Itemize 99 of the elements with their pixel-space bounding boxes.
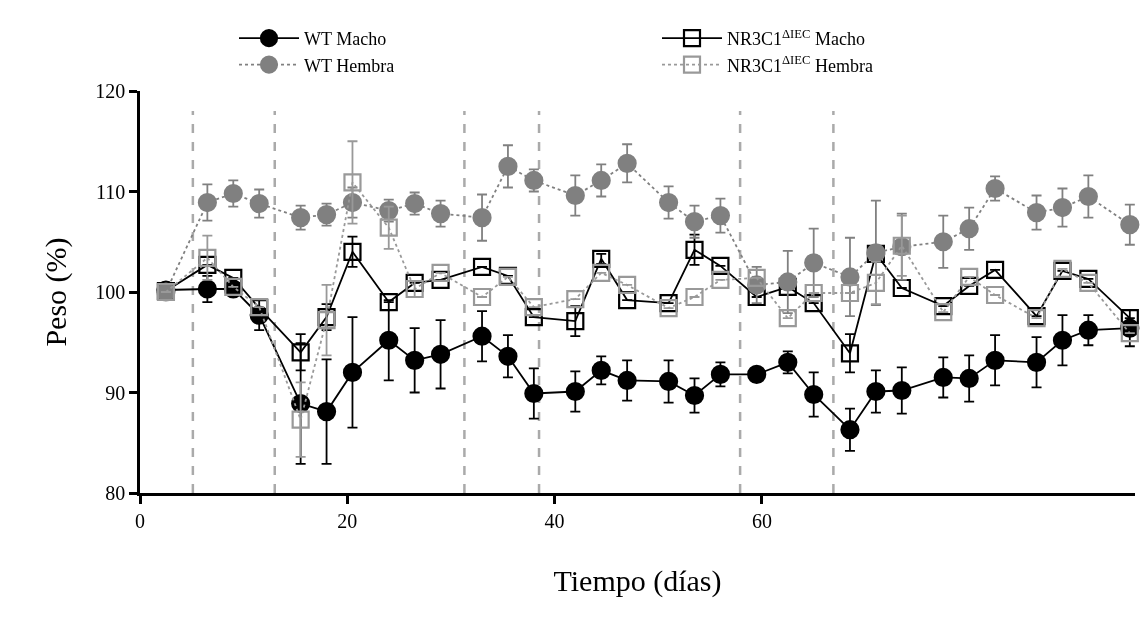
legend-label: NR3C1$^{ΔIEC}$ Hembra <box>727 53 873 76</box>
point <box>472 208 492 228</box>
point <box>985 285 1005 305</box>
point <box>685 287 704 307</box>
point <box>343 173 362 192</box>
x-tick-label: 40 <box>544 509 565 532</box>
y-tick-label: 110 <box>95 180 126 203</box>
y-tick-label: 120 <box>95 80 126 102</box>
point <box>618 275 637 295</box>
point <box>524 297 543 317</box>
point <box>566 289 585 309</box>
point <box>840 344 860 363</box>
point <box>524 383 544 404</box>
point <box>223 183 243 204</box>
point <box>430 344 451 364</box>
point <box>804 293 823 313</box>
point <box>778 309 797 328</box>
y-tick-label: 80 <box>105 482 126 504</box>
point <box>1052 197 1073 218</box>
point <box>316 205 337 225</box>
point <box>804 384 824 405</box>
point <box>778 272 798 292</box>
point <box>472 287 492 307</box>
point <box>291 410 310 429</box>
point <box>591 170 611 191</box>
point <box>840 267 860 287</box>
legend-label: NR3C1$^{ΔIEC}$ Macho <box>727 26 865 50</box>
point <box>747 268 766 288</box>
point <box>933 232 953 252</box>
point <box>804 253 824 273</box>
point <box>1052 330 1073 350</box>
point <box>249 193 269 214</box>
point <box>342 362 363 382</box>
point <box>617 153 637 173</box>
point <box>618 290 637 310</box>
legend-label: WT Macho <box>304 29 387 50</box>
point <box>565 381 585 402</box>
y-axis-title: Peso (%) <box>39 237 74 347</box>
point <box>685 240 704 259</box>
point <box>197 279 217 299</box>
point <box>659 192 679 213</box>
point <box>198 248 217 267</box>
point <box>343 242 362 261</box>
point <box>659 298 678 318</box>
y-tick-label: 100 <box>95 281 126 303</box>
point <box>524 308 543 327</box>
point <box>316 402 337 422</box>
point <box>933 367 953 388</box>
point <box>592 263 611 282</box>
point <box>934 303 953 322</box>
point <box>710 206 731 226</box>
point <box>1026 203 1047 223</box>
point <box>498 156 518 176</box>
point <box>985 350 1005 370</box>
point <box>197 192 217 213</box>
point <box>1120 215 1140 235</box>
point <box>747 364 767 384</box>
point <box>472 326 492 346</box>
point <box>684 212 705 232</box>
point <box>866 273 885 293</box>
x-tick-label: 60 <box>751 509 772 532</box>
point <box>405 350 425 370</box>
point <box>1078 320 1098 340</box>
point <box>892 380 912 401</box>
point <box>1120 324 1139 343</box>
point <box>291 343 310 362</box>
point <box>659 371 679 392</box>
legend-label: WT Hembra <box>304 55 395 76</box>
x-tick-label: 20 <box>337 509 358 532</box>
point <box>804 283 823 303</box>
point <box>959 368 979 389</box>
point <box>1079 273 1098 293</box>
point <box>472 257 492 276</box>
point <box>1078 186 1098 207</box>
point <box>617 370 637 391</box>
point <box>959 219 979 239</box>
point <box>379 330 399 350</box>
y-tick-label: 90 <box>105 381 126 404</box>
point <box>684 385 705 406</box>
point <box>566 312 585 331</box>
point <box>431 263 450 282</box>
point <box>866 381 886 402</box>
point <box>379 218 398 237</box>
point <box>960 267 979 287</box>
point <box>591 360 611 380</box>
point <box>498 346 518 366</box>
point <box>1026 352 1047 372</box>
x-tick-label: 0 <box>135 509 145 532</box>
x-axis-title: Tiempo (días) <box>553 564 722 599</box>
point <box>711 270 730 290</box>
point <box>960 276 979 296</box>
point <box>892 278 911 298</box>
point <box>840 420 860 440</box>
point <box>565 185 585 206</box>
point <box>430 204 451 224</box>
point <box>985 260 1005 279</box>
point <box>840 283 860 303</box>
point <box>710 364 731 384</box>
point <box>711 256 730 275</box>
